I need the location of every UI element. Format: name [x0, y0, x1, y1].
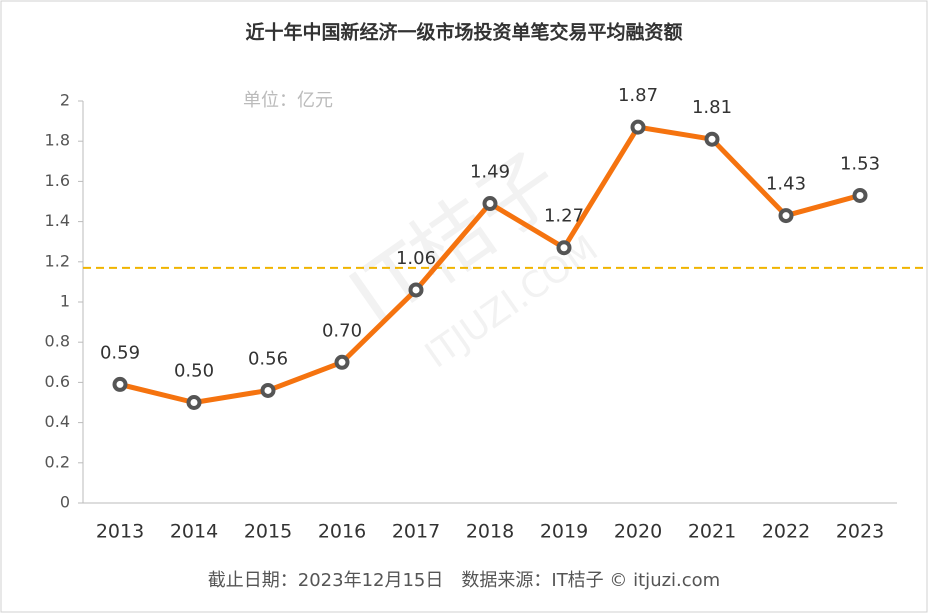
x-tick-label: 2019 [540, 521, 588, 543]
point [408, 282, 424, 298]
data-label: 0.50 [174, 361, 214, 382]
data-label: 1.43 [766, 174, 806, 195]
y-tick-label: 1.4 [45, 211, 70, 230]
x-tick-label: 2020 [614, 521, 662, 543]
y-tick-label: 0.2 [45, 452, 70, 471]
data-label: 1.81 [692, 97, 732, 118]
chart-title: 近十年中国新经济一级市场投资单笔交易平均融资额 [245, 21, 682, 44]
footer: 截止日期：2023年12月15日 数据来源：IT桔子 © itjuzi.com [208, 570, 720, 591]
y-tick-label: 0.4 [45, 412, 70, 431]
data-label: 0.70 [322, 320, 362, 341]
x-tick-label: 2013 [96, 521, 144, 543]
data-label: 1.53 [840, 153, 880, 174]
x-tick-label: 2015 [244, 521, 292, 543]
x-tick-label: 2016 [318, 521, 366, 543]
x-tick-label: 2014 [170, 521, 218, 543]
data-label: 1.49 [470, 162, 510, 183]
y-tick-label: 2 [60, 91, 70, 110]
y-tick-label: 1.6 [45, 171, 70, 190]
x-tick-label: 2018 [466, 521, 514, 543]
point [852, 187, 868, 203]
point [778, 208, 794, 224]
data-label: 0.56 [248, 348, 288, 369]
data-label: 1.27 [544, 206, 584, 227]
point [260, 382, 276, 398]
point [630, 119, 646, 135]
data-label: 0.59 [100, 342, 140, 363]
x-tick-label: 2023 [836, 521, 884, 543]
y-tick-label: 1.2 [45, 251, 70, 270]
point [334, 354, 350, 370]
point [704, 131, 720, 147]
y-tick-label: 1.8 [45, 131, 70, 150]
data-label: 1.06 [396, 248, 436, 269]
point [556, 240, 572, 256]
y-tick-label: 0 [60, 493, 70, 512]
unit-note: 单位：亿元 [243, 90, 333, 111]
point [186, 395, 202, 410]
y-tick-label: 1 [60, 292, 70, 311]
point [112, 376, 128, 392]
point [482, 196, 498, 212]
data-label: 1.87 [618, 85, 658, 106]
x-tick-label: 2017 [392, 521, 440, 543]
x-tick-label: 2021 [688, 521, 736, 543]
y-tick-label: 0.8 [45, 332, 70, 351]
x-tick-label: 2022 [762, 521, 810, 543]
y-tick-label: 0.6 [45, 372, 70, 391]
